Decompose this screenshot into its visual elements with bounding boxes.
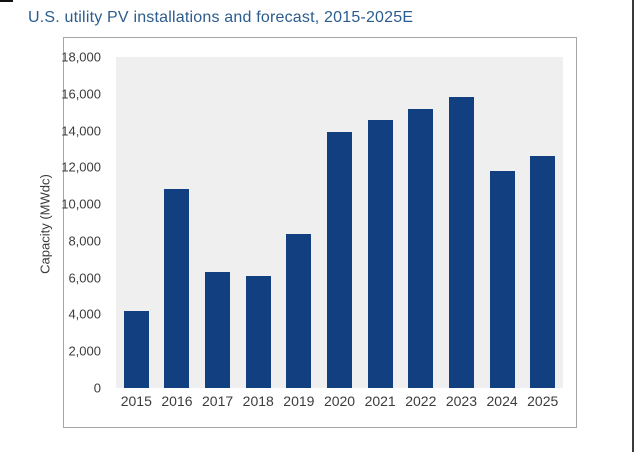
x-tick-label: 2018 <box>242 393 274 409</box>
bar-slot <box>319 57 360 388</box>
y-axis-ticks: 0 2,000 4,000 6,000 8,000 10,000 12,000 14,000 1… <box>0 50 101 396</box>
y-tick-label: 12,000 <box>61 159 101 175</box>
y-tick-label: 0 <box>93 380 101 396</box>
y-tick-label: 4,000 <box>68 306 101 322</box>
bar-2019 <box>286 233 312 388</box>
bar-2025 <box>530 156 556 388</box>
bar-slot <box>482 57 523 388</box>
x-tick-label: 2025 <box>527 393 559 409</box>
x-tick-label: 2016 <box>161 393 193 409</box>
plot-area <box>116 57 563 388</box>
bar-slot <box>441 57 482 388</box>
chart-title: U.S. utility PV installations and foreca… <box>28 9 414 26</box>
screen-edge-artifact-topleft <box>0 0 13 2</box>
x-tick-label: 2015 <box>120 393 152 409</box>
bar-2020 <box>327 132 353 388</box>
bar-2018 <box>245 275 271 388</box>
y-tick-label: 8,000 <box>68 233 101 249</box>
x-tick-label: 2023 <box>445 393 478 409</box>
bar-slot <box>197 57 238 388</box>
y-tick-label: 18,000 <box>61 49 101 65</box>
bar-slot <box>238 57 279 388</box>
y-tick-label: 6,000 <box>68 270 101 286</box>
y-tick-label: 16,000 <box>61 86 101 102</box>
y-tick-label: 2,000 <box>68 343 101 359</box>
x-tick-label: 2019 <box>283 393 315 409</box>
bar-2021 <box>367 119 393 388</box>
bar-2022 <box>408 108 434 388</box>
bar-2015 <box>123 310 149 388</box>
bar-slot <box>279 57 320 388</box>
x-tick-label: 2022 <box>405 393 437 409</box>
bar-2024 <box>489 171 515 388</box>
x-tick-label: 2021 <box>364 393 396 409</box>
x-tick-label: 2024 <box>486 393 518 409</box>
screen-edge-artifact-right <box>632 0 634 452</box>
bar-slot <box>360 57 401 388</box>
bar-2017 <box>205 272 231 388</box>
bar-slot <box>116 57 157 388</box>
bar-slot <box>157 57 198 388</box>
bar-2016 <box>164 189 190 388</box>
bar-slot <box>400 57 441 388</box>
bar-2023 <box>448 97 474 388</box>
x-axis-labels: 2015 2016 2017 2018 2019 2020 2021 2022 2023 2024… <box>116 393 563 409</box>
x-tick-label: 2020 <box>323 393 356 409</box>
bar-slot <box>522 57 563 388</box>
y-tick-label: 14,000 <box>61 123 101 139</box>
x-tick-label: 2017 <box>202 393 234 409</box>
y-tick-label: 10,000 <box>61 196 101 212</box>
